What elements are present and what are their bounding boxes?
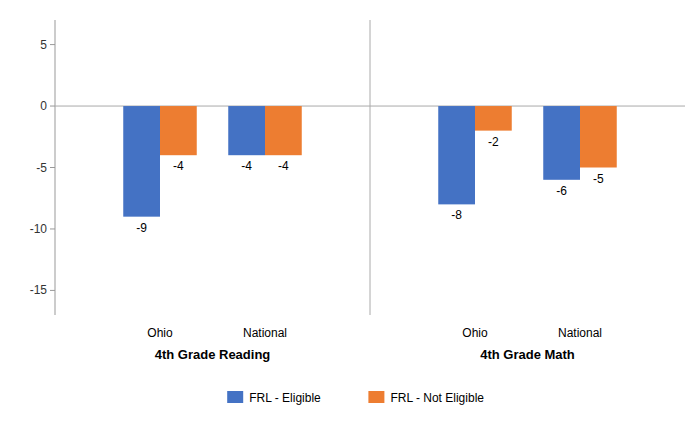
data-label: -4	[241, 159, 252, 173]
data-label: -4	[278, 159, 289, 173]
y-tick-label: 0	[40, 99, 47, 113]
data-labels: -9 -4 -8 -6 -4 -4 -2 -5	[136, 135, 604, 235]
bars	[123, 106, 617, 217]
legend-swatch	[368, 391, 384, 403]
category-label: National	[243, 326, 287, 340]
bar	[475, 106, 512, 131]
legend: FRL - Eligible FRL - Not Eligible	[227, 391, 484, 405]
y-tick	[50, 290, 55, 291]
data-label: -5	[593, 172, 604, 186]
group-label: 4th Grade Reading	[155, 347, 271, 362]
y-tick	[50, 167, 55, 168]
y-tick-label: 5	[40, 38, 47, 52]
y-tick-label: -15	[30, 283, 48, 297]
category-label: National	[558, 326, 602, 340]
group-label: 4th Grade Math	[480, 347, 575, 362]
group-divider	[370, 20, 371, 315]
y-tick	[50, 228, 55, 229]
legend-label: FRL - Not Eligible	[390, 391, 484, 405]
category-label: Ohio	[147, 326, 173, 340]
bar	[580, 106, 617, 167]
data-label: -4	[173, 159, 184, 173]
legend-label: FRL - Eligible	[249, 391, 321, 405]
bar	[543, 106, 580, 180]
bar	[160, 106, 197, 155]
background	[0, 0, 700, 425]
category-label: Ohio	[462, 326, 488, 340]
chart: 5 0 -5 -10 -15 -9 -4 -8 -6 -4 -4 -2 -5 Ohio National Oh…	[0, 0, 700, 425]
y-tick-label: -10	[30, 222, 48, 236]
bar	[123, 106, 160, 217]
data-label: -9	[136, 221, 147, 235]
bar	[438, 106, 475, 204]
bar	[228, 106, 265, 155]
y-tick	[50, 106, 55, 107]
data-label: -2	[488, 135, 499, 149]
data-label: -8	[451, 208, 462, 222]
bar	[265, 106, 302, 155]
y-tick	[50, 44, 55, 45]
legend-swatch	[227, 391, 243, 403]
data-label: -6	[556, 184, 567, 198]
y-tick-label: -5	[36, 161, 47, 175]
